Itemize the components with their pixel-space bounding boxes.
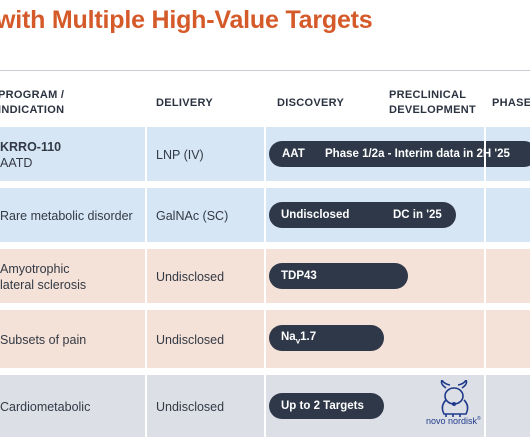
column-header-preclinical-line2: DEVELOPMENT [389,104,477,116]
program-name: Amyotrophic [0,262,70,276]
delivery-value: GalNAc (SC) [156,209,229,223]
progress-bar-als: TDP43 [269,263,408,289]
partner-logo-text: novo nordisk® [426,416,481,426]
program-name: Subsets of pain [0,333,87,347]
target-label: Up to 2 Targets [281,400,364,412]
header-divider [0,70,530,71]
delivery-value: Undisclosed [156,270,225,284]
program-indication: AATD [0,156,33,170]
column-header-phase: PHASE [492,97,530,109]
column-header-preclinical: PRECLINICAL DEVELOPMENT [389,88,476,118]
column-header-program: PROGRAM / INDICATION [0,88,64,118]
column-divider [145,127,147,437]
program-name: Rare metabolic disorder [0,209,133,223]
target-rest: 1.7 [300,330,317,343]
apis-bull-icon [440,378,469,417]
program-name: Cardiometabolic [0,400,91,414]
page-title: with Multiple High-Value Targets [0,6,373,34]
status-label: Phase 1/2a - Interim data in 2H '25 [325,148,510,160]
target-label: TDP43 [281,270,317,282]
program-name: KRRO-110 [0,140,62,154]
partner-name: novo nordisk [426,416,478,426]
novo-nordisk-logo: novo nordisk® [420,378,492,430]
target-label: AAT [282,148,305,160]
target-main: Na [281,330,296,343]
column-divider [484,127,486,437]
column-header-delivery: DELIVERY [156,97,214,109]
progress-bar-krro-110: AAT Phase 1/2a - Interim data in 2H '25 [269,141,530,167]
target-label: Undisclosed [281,209,350,221]
progress-bar-pain: Nav1.7 [269,325,384,351]
progress-bar-cardiometabolic: Up to 2 Targets [269,393,384,419]
progress-bar-rare-metabolic: Undisclosed DC in '25 [269,202,456,228]
program-indication: lateral sclerosis [0,278,87,292]
column-header-preclinical-line1: PRECLINICAL [389,89,467,101]
status-label: DC in '25 [393,209,442,221]
column-header-program-line1: PROGRAM / [0,89,65,101]
column-divider [264,127,266,437]
delivery-value: LNP (IV) [156,148,204,162]
target-subscript: v [295,336,301,346]
target-label: Nav1.7 [281,331,316,345]
column-header-program-line2: INDICATION [0,104,65,116]
registered-mark: ® [477,416,481,422]
column-header-discovery: DISCOVERY [277,97,345,109]
delivery-value: Undisclosed [156,333,225,347]
delivery-value: Undisclosed [156,400,225,414]
